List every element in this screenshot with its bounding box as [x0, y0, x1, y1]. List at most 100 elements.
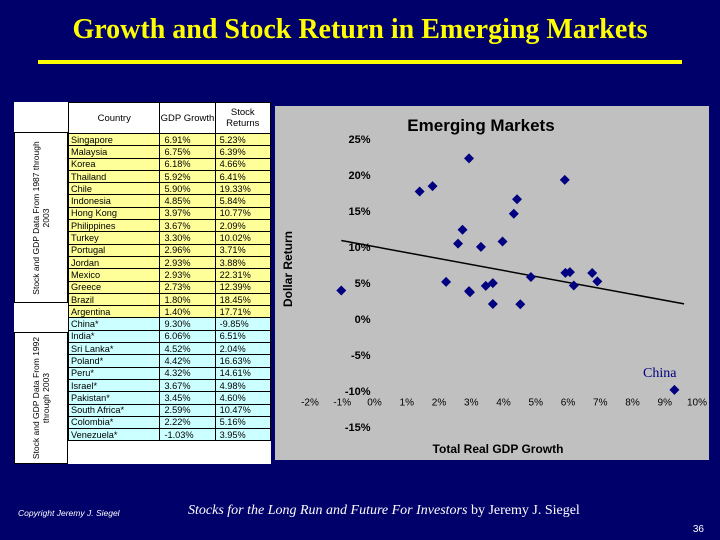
- stock-return-cell: 3.88%: [214, 255, 272, 270]
- stock-return-cell: 3.71%: [214, 243, 272, 257]
- data-point: [487, 298, 498, 309]
- table-row: Korea 6.18% 4.66%: [67, 157, 272, 171]
- y-tick-label: -15%: [345, 422, 371, 434]
- stock-return-cell: 2.04%: [214, 342, 272, 356]
- slide-title: Growth and Stock Return in Emerging Mark…: [72, 14, 648, 45]
- gdp-growth-cell: 4.52%: [159, 342, 216, 356]
- gdp-growth-cell: 2.93%: [159, 255, 216, 270]
- stock-return-cell: 22.31%: [214, 268, 272, 282]
- stock-return-cell: 6.51%: [214, 329, 272, 344]
- chart-title: Emerging Markets: [407, 116, 554, 135]
- data-point: [559, 174, 570, 185]
- data-point: [441, 276, 452, 287]
- stock-return-cell: 4.98%: [214, 378, 272, 393]
- table-row: Pakistan* 3.45% 4.60%: [67, 391, 272, 405]
- gdp-growth-cell: 6.75%: [159, 145, 216, 159]
- stock-return-cell: 10.77%: [214, 206, 272, 221]
- country-cell: Peru*: [67, 366, 161, 380]
- gdp-growth-cell: 3.30%: [159, 231, 216, 245]
- data-point: [497, 236, 508, 247]
- stock-return-cell: 19.33%: [214, 182, 272, 196]
- country-cell: Jordan: [67, 255, 161, 270]
- x-tick-label: 2%: [432, 397, 447, 408]
- stock-return-cell: 14.61%: [214, 366, 272, 380]
- gdp-growth-cell: 2.96%: [159, 243, 216, 257]
- country-cell: China*: [67, 317, 161, 331]
- y-tick-label: -5%: [351, 350, 371, 362]
- table-row: Mexico 2.93% 22.31%: [67, 268, 272, 282]
- country-cell: South Africa*: [67, 403, 161, 417]
- stock-return-cell: 2.09%: [214, 219, 272, 233]
- data-point: [560, 267, 571, 278]
- group1-label: Stock and GDP Data From 1987 through 200…: [14, 132, 68, 303]
- stock-return-cell: 6.41%: [214, 169, 272, 184]
- stock-return-cell: 18.45%: [214, 292, 272, 307]
- gdp-growth-cell: 3.67%: [159, 378, 216, 393]
- country-cell: Mexico: [67, 268, 161, 282]
- table-row: Sri Lanka* 4.52% 2.04%: [67, 342, 272, 356]
- data-point: [592, 276, 603, 287]
- country-cell: Greece: [67, 280, 161, 294]
- stock-return-cell: 3.95%: [214, 428, 272, 442]
- data-point: [336, 285, 347, 296]
- data-point: [515, 299, 526, 310]
- country-data-table-panel: Stock and GDP Data From 1987 through 200…: [14, 102, 272, 464]
- gdp-growth-cell: 3.67%: [159, 219, 216, 233]
- table-row: Brazil 1.80% 18.45%: [67, 292, 272, 307]
- header-gdp-growth: GDP Growth: [159, 102, 216, 134]
- x-tick-label: 7%: [593, 397, 608, 408]
- copyright-text: Copyright Jeremy J. Siegel: [18, 508, 120, 518]
- table-row: Turkey 3.30% 10.02%: [67, 231, 272, 245]
- stock-return-cell: -9.85%: [214, 317, 272, 331]
- gdp-growth-cell: 5.90%: [159, 182, 216, 196]
- table-row: Jordan 2.93% 3.88%: [67, 255, 272, 270]
- page-number: 36: [692, 524, 704, 535]
- data-point: [512, 194, 523, 205]
- gdp-growth-cell: 2.93%: [159, 268, 216, 282]
- country-cell: Colombia*: [67, 415, 161, 430]
- country-cell: Argentina: [67, 305, 161, 319]
- y-tick-label: 5%: [355, 278, 371, 290]
- group1-label-text: Stock and GDP Data From 1987 through 200…: [31, 140, 51, 295]
- gdp-growth-cell: 6.06%: [159, 329, 216, 344]
- gdp-growth-cell: 3.45%: [159, 391, 216, 405]
- data-point: [463, 153, 474, 164]
- country-cell: Portugal: [67, 243, 161, 257]
- data-point: [453, 238, 464, 249]
- table-row: Hong Kong 3.97% 10.77%: [67, 206, 272, 221]
- country-cell: Poland*: [67, 354, 161, 368]
- country-cell: India*: [67, 329, 161, 344]
- data-point: [587, 267, 598, 278]
- gdp-growth-cell: 4.32%: [159, 366, 216, 380]
- table-row: Argentina 1.40% 17.71%: [67, 305, 272, 319]
- table-row: Colombia* 2.22% 5.16%: [67, 415, 272, 430]
- data-point: [564, 267, 575, 278]
- table-row: Thailand 5.92% 6.41%: [67, 169, 272, 184]
- country-cell: Singapore: [67, 132, 161, 147]
- scatter-chart: Emerging Markets Dollar Return Total Rea…: [281, 116, 707, 456]
- country-cell: Chile: [67, 182, 161, 196]
- x-tick-label: 3%: [464, 397, 479, 408]
- data-point: [463, 286, 474, 297]
- country-cell: Korea: [67, 157, 161, 171]
- group2-label-text: Stock and GDP Data From 1992 through 200…: [31, 336, 51, 460]
- country-cell: Thailand: [67, 169, 161, 184]
- stock-return-cell: 4.60%: [214, 391, 272, 405]
- gdp-growth-cell: 5.92%: [159, 169, 216, 184]
- table-row: Poland* 4.42% 16.63%: [67, 354, 272, 368]
- gdp-growth-cell: 4.85%: [159, 194, 216, 208]
- data-point: [525, 271, 536, 282]
- table-row: Greece 2.73% 12.39%: [67, 280, 272, 294]
- gdp-growth-cell: 1.80%: [159, 292, 216, 307]
- country-data-table: Country GDP Growth Stock Returns Singapo…: [67, 102, 272, 442]
- gdp-growth-cell: 2.22%: [159, 415, 216, 430]
- country-cell: Philippines: [67, 219, 161, 233]
- x-tick-label: -2%: [301, 397, 319, 408]
- data-point: [457, 224, 468, 235]
- trend-line: [341, 239, 685, 305]
- country-cell: Malaysia: [67, 145, 161, 159]
- y-tick-label: 15%: [348, 206, 370, 218]
- book-title: Stocks for the Long Run and Future For I…: [188, 503, 468, 518]
- stock-return-cell: 5.16%: [214, 415, 272, 430]
- data-point: [508, 208, 519, 219]
